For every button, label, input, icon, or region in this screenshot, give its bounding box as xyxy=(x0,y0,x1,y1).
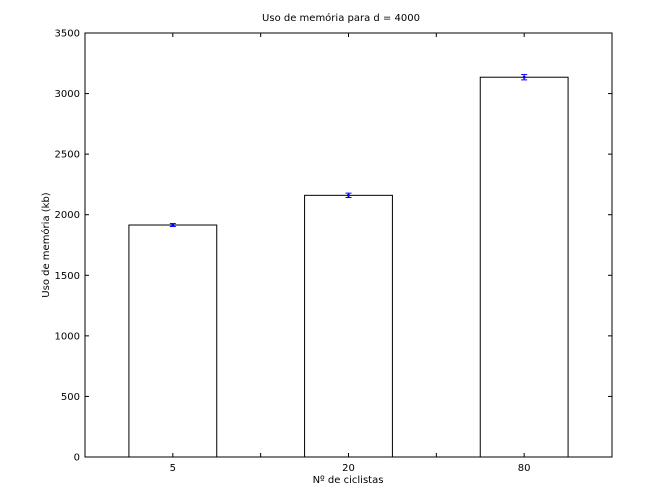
y-tick-label-2500: 2500 xyxy=(55,150,80,161)
x-tick-label-5: 5 xyxy=(170,463,176,474)
error-center-marker-20 xyxy=(347,193,350,197)
y-axis-label: Uso de memória (kb) xyxy=(40,192,52,297)
x-ticks-group: 5 20 80 xyxy=(170,33,531,474)
y-tick-label-3000: 3000 xyxy=(55,89,80,100)
x-tick-label-20: 20 xyxy=(342,463,355,474)
y-tick-label-500: 500 xyxy=(61,392,80,403)
bars-group xyxy=(128,76,569,458)
y-ticks-group: 0 500 1000 1500 2000 2500 3000 3500 xyxy=(55,29,612,464)
y-tick-label-3500: 3500 xyxy=(55,29,80,40)
y-tick-label-1500: 1500 xyxy=(55,271,80,282)
bar-80 xyxy=(479,76,569,458)
chart-title: Uso de memória para d = 4000 xyxy=(262,12,420,24)
y-tick-label-1000: 1000 xyxy=(55,331,80,342)
x-tick-label-80: 80 xyxy=(518,463,531,474)
y-tick-label-2000: 2000 xyxy=(55,210,80,221)
error-center-marker-5 xyxy=(171,223,175,227)
error-center-marker-80 xyxy=(522,75,526,79)
bar-5 xyxy=(128,224,218,458)
y-tick-label-0: 0 xyxy=(74,453,80,464)
error-bars-group xyxy=(169,74,528,227)
x-axis-label: Nº de ciclistas xyxy=(313,475,384,486)
bar-20 xyxy=(304,194,393,458)
